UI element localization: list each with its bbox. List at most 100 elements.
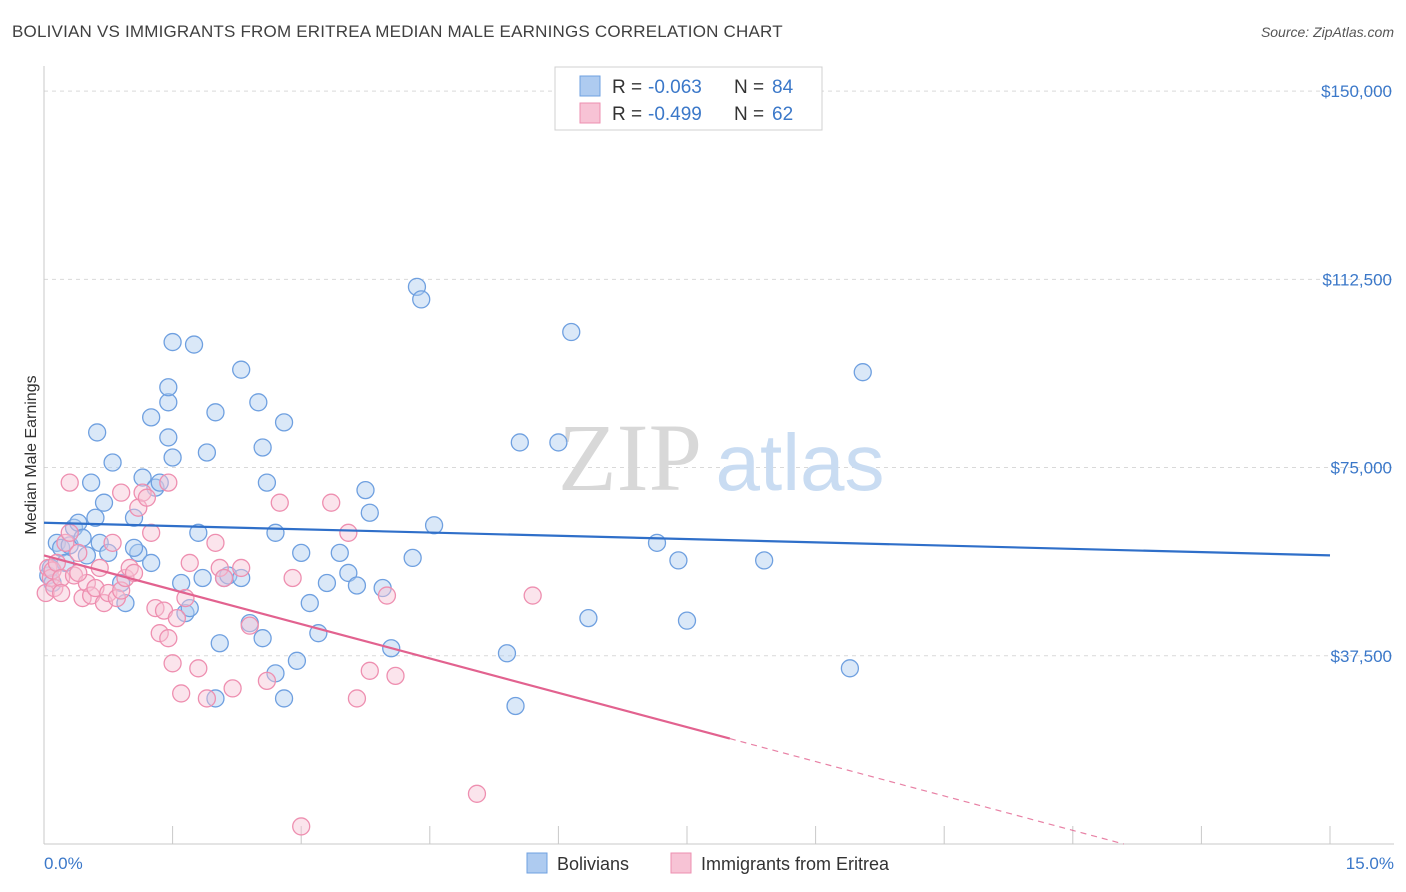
eritrea-point-7 xyxy=(56,533,75,552)
bolivian-point-67 xyxy=(669,551,688,570)
x-tick-label-max: 15.0% xyxy=(1346,854,1394,873)
bolivian-point-45 xyxy=(292,543,311,563)
data-points xyxy=(36,277,872,836)
eritrea-point-31 xyxy=(159,629,178,648)
legend-n-label-1: N = xyxy=(734,104,764,125)
eritrea-point-40 xyxy=(210,558,229,578)
eritrea-point-56 xyxy=(523,586,542,605)
bolivian-point-51 xyxy=(347,576,367,595)
bolivian-point-14 xyxy=(94,493,114,512)
bolivian-point-63 xyxy=(549,433,568,452)
legend-r-value-0: -0.063 xyxy=(648,77,702,98)
eritrea-point-10 xyxy=(69,543,88,563)
bolivian-point-65 xyxy=(579,608,598,628)
bolivian-point-31 xyxy=(193,568,212,588)
eritrea-point-55 xyxy=(467,784,487,803)
chart-source: Source: ZipAtlas.com xyxy=(1260,24,1394,40)
eritrea-point-47 xyxy=(283,568,302,588)
bolivian-point-59 xyxy=(424,516,444,535)
y-axis-title: Median Male Earnings xyxy=(23,375,40,534)
bolivian-point-60 xyxy=(497,644,517,663)
eritrea-point-51 xyxy=(347,689,367,708)
eritrea-point-8 xyxy=(60,523,79,542)
series-legend: Bolivians Immigrants from Eritrea xyxy=(526,852,890,874)
bolivian-point-76 xyxy=(232,360,251,379)
bolivian-point-21 xyxy=(133,468,152,487)
bolivian-point-12 xyxy=(86,508,105,527)
eritrea-point-34 xyxy=(172,684,191,703)
bolivian-point-11 xyxy=(82,473,101,492)
bolivian-point-83 xyxy=(88,423,107,442)
stats-legend: R = -0.063 N = 84 R = -0.499 N = 62 xyxy=(554,66,823,131)
legend-r-label-0: R = xyxy=(612,77,642,98)
bolivian-point-69 xyxy=(755,551,774,570)
x-tick-label-min: 0.0% xyxy=(44,854,83,873)
bolivian-point-26 xyxy=(163,448,182,467)
legend-n-value-0: 84 xyxy=(772,77,794,98)
eritrea-point-39 xyxy=(206,533,225,552)
bolivian-point-27 xyxy=(172,573,191,593)
eritrea-point-41 xyxy=(214,568,234,588)
series-swatch-bolivians xyxy=(526,852,548,874)
eritrea-point-53 xyxy=(377,586,397,605)
bolivian-point-29 xyxy=(180,598,199,618)
eritrea-point-32 xyxy=(163,654,182,673)
legend-n-value-1: 62 xyxy=(772,104,793,125)
eritrea-point-48 xyxy=(292,817,311,836)
eritrea-point-50 xyxy=(339,523,358,542)
bolivian-point-16 xyxy=(103,453,122,472)
bolivian-point-73 xyxy=(163,332,182,352)
eritrea-point-46 xyxy=(270,493,289,512)
chart-title: BOLIVIAN VS IMMIGRANTS FROM ERITREA MEDI… xyxy=(12,22,783,41)
bolivian-point-75 xyxy=(159,393,178,412)
bolivian-point-40 xyxy=(253,438,272,457)
bolivian-point-22 xyxy=(142,553,161,573)
bolivian-point-48 xyxy=(317,573,337,593)
legend-swatch-bolivians xyxy=(579,75,601,97)
bolivian-point-44 xyxy=(287,651,307,670)
bolivian-point-82 xyxy=(266,523,285,542)
watermark-zip: ZIP xyxy=(558,404,702,511)
eritrea-point-29 xyxy=(150,624,169,643)
bolivian-point-32 xyxy=(197,443,217,462)
bolivian-point-25 xyxy=(159,428,178,447)
bolivian-point-78 xyxy=(206,403,225,422)
y-tick-label-1: $112,500 xyxy=(1322,270,1392,289)
bolivian-point-52 xyxy=(356,480,375,500)
y-tick-label-3: $37,500 xyxy=(1331,647,1392,666)
bolivian-point-56 xyxy=(403,548,422,568)
eritrea-point-42 xyxy=(223,679,242,698)
eritrea-point-38 xyxy=(197,689,217,708)
bolivian-point-15 xyxy=(99,543,118,563)
eritrea-point-18 xyxy=(103,533,122,552)
eritrea-point-52 xyxy=(360,661,379,680)
bolivian-point-39 xyxy=(249,393,268,412)
eritrea-point-27 xyxy=(142,523,161,542)
y-tick-label-0: $150,000 xyxy=(1321,82,1392,101)
bolivian-trend-line xyxy=(43,521,1331,557)
watermark: ZIP atlas xyxy=(558,404,884,511)
bolivian-point-77 xyxy=(274,413,294,432)
eritrea-point-57 xyxy=(60,473,79,492)
bolivian-point-81 xyxy=(253,629,272,648)
bolivian-point-43 xyxy=(274,689,294,708)
bolivian-point-70 xyxy=(840,659,860,678)
eritrea-point-43 xyxy=(232,558,251,578)
bolivian-point-71 xyxy=(853,363,872,382)
bolivian-point-41 xyxy=(257,473,277,492)
bolivian-point-72 xyxy=(142,408,161,427)
bolivian-point-64 xyxy=(562,322,581,342)
eritrea-point-36 xyxy=(180,553,199,573)
bolivian-point-61 xyxy=(506,696,525,716)
bolivian-point-66 xyxy=(647,533,667,552)
legend-swatch-eritrea xyxy=(579,102,601,124)
bolivian-point-34 xyxy=(210,634,229,653)
eritrea-point-59 xyxy=(159,473,178,492)
bolivian-point-74 xyxy=(184,335,204,354)
bolivian-point-19 xyxy=(124,508,144,527)
bolivian-point-79 xyxy=(124,538,144,558)
bolivian-point-58 xyxy=(412,290,431,309)
watermark-atlas: atlas xyxy=(716,418,885,507)
legend-n-label-0: N = xyxy=(734,77,764,98)
